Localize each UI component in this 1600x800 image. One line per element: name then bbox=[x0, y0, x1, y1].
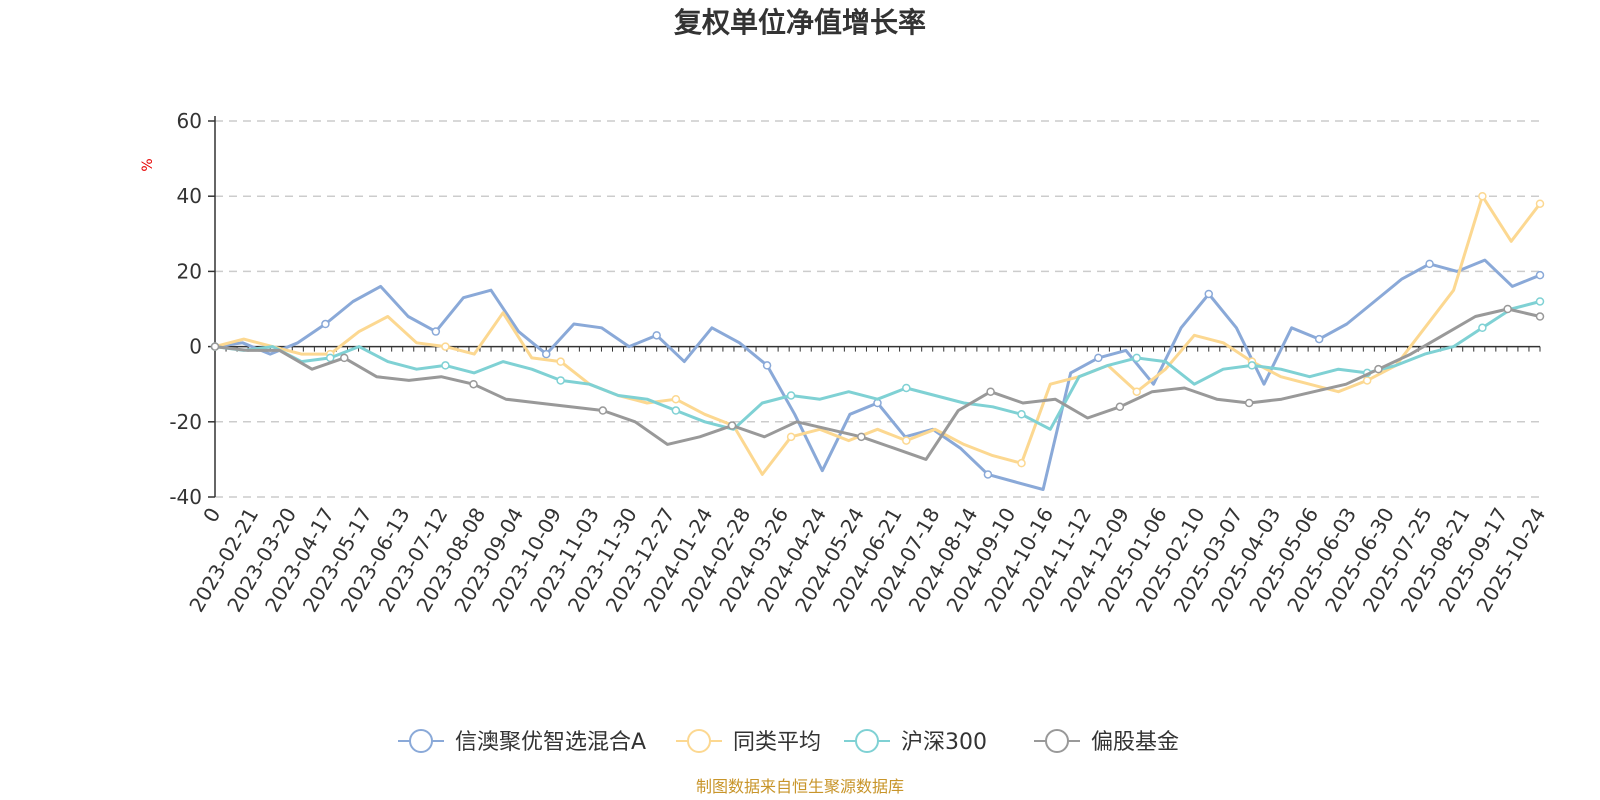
series-point-3 bbox=[340, 353, 349, 363]
series-point-3 bbox=[598, 406, 608, 415]
series-line-3 bbox=[214, 307, 1541, 461]
series-point-3 bbox=[1503, 304, 1512, 314]
y-tick-label: 0 bbox=[189, 335, 202, 359]
y-tick-label: 60 bbox=[177, 109, 202, 133]
y-tick-label: 40 bbox=[177, 184, 202, 208]
series-point-2 bbox=[786, 391, 796, 400]
series-point-0 bbox=[762, 361, 772, 370]
series-point-1 bbox=[1478, 191, 1487, 201]
series-point-1 bbox=[1362, 376, 1372, 385]
series-point-3 bbox=[1115, 402, 1125, 412]
legend-label: 沪深300 bbox=[901, 730, 987, 755]
series-point-3 bbox=[857, 432, 866, 442]
series-point-1 bbox=[556, 357, 565, 366]
series-point-2 bbox=[902, 383, 911, 393]
series-line-0 bbox=[214, 258, 1541, 491]
legend-item-3[interactable]: 偏股基金 bbox=[1034, 729, 1179, 755]
chart-title: 复权单位净值增长率 bbox=[674, 6, 926, 39]
series-point-3 bbox=[1535, 312, 1545, 321]
series-point-2 bbox=[1535, 297, 1545, 306]
series-point-2 bbox=[556, 376, 565, 385]
series-point-0 bbox=[652, 331, 661, 340]
grid-lines bbox=[215, 120, 1540, 498]
legend-label: 偏股基金 bbox=[1091, 730, 1179, 755]
series-point-2 bbox=[325, 353, 335, 363]
y-tick-label: -40 bbox=[169, 485, 202, 509]
series-point-0 bbox=[983, 470, 993, 479]
y-tick-label: 20 bbox=[177, 259, 202, 283]
series-point-2 bbox=[1132, 353, 1141, 363]
series-point-0 bbox=[1425, 259, 1434, 269]
legend-marker bbox=[855, 729, 879, 753]
legend[interactable]: 信澳聚优智选混合A 同类平均 沪深300 偏股基金 bbox=[398, 729, 1179, 755]
series-point-0 bbox=[542, 349, 551, 359]
series-point-0 bbox=[1314, 334, 1324, 344]
series-point-0 bbox=[321, 319, 330, 329]
series-lines bbox=[210, 191, 1545, 491]
series-point-0 bbox=[1535, 270, 1545, 280]
series-point-0 bbox=[1094, 353, 1103, 363]
series-point-0 bbox=[1204, 289, 1213, 299]
series-point-2 bbox=[441, 361, 450, 370]
legend-marker bbox=[1045, 729, 1069, 753]
legend-label: 同类平均 bbox=[733, 730, 821, 755]
data-source-note: 制图数据来自恒生聚源数据库 bbox=[696, 777, 904, 796]
series-line-2 bbox=[214, 300, 1541, 431]
series-point-1 bbox=[671, 394, 681, 404]
series-point-1 bbox=[1535, 199, 1545, 208]
legend-label: 信澳聚优智选混合A bbox=[455, 730, 646, 755]
legend-marker bbox=[687, 729, 711, 753]
series-point-2 bbox=[671, 406, 681, 415]
series-point-0 bbox=[431, 327, 441, 336]
series-point-3 bbox=[210, 342, 220, 351]
series-point-2 bbox=[1478, 323, 1487, 333]
series-point-3 bbox=[727, 421, 737, 430]
legend-item-2[interactable]: 沪深300 bbox=[844, 729, 987, 755]
x-tick-label: 0 bbox=[198, 504, 225, 527]
series-point-3 bbox=[469, 379, 478, 389]
series-line-1 bbox=[214, 194, 1542, 476]
axes bbox=[214, 116, 1540, 497]
legend-item-1[interactable]: 同类平均 bbox=[676, 729, 821, 755]
series-point-2 bbox=[1247, 361, 1257, 370]
series-point-2 bbox=[1017, 410, 1026, 419]
series-point-1 bbox=[1132, 387, 1141, 396]
series-point-1 bbox=[902, 436, 911, 445]
y-tick-label: -20 bbox=[169, 410, 202, 434]
series-point-1 bbox=[1017, 458, 1026, 468]
x-axis-ticks: 02023-02-212023-03-202023-04-172023-05-1… bbox=[184, 346, 1550, 616]
series-point-1 bbox=[786, 432, 796, 442]
series-point-3 bbox=[986, 387, 995, 396]
y-axis-ticks: 60 40 20 0 -20 -40 bbox=[169, 109, 215, 509]
series-point-3 bbox=[1244, 398, 1254, 408]
legend-marker bbox=[409, 729, 433, 753]
series-point-1 bbox=[441, 342, 450, 351]
series-point-3 bbox=[1374, 364, 1383, 374]
y-axis-unit: % bbox=[140, 158, 156, 171]
legend-item-0[interactable]: 信澳聚优智选混合A bbox=[398, 729, 646, 755]
